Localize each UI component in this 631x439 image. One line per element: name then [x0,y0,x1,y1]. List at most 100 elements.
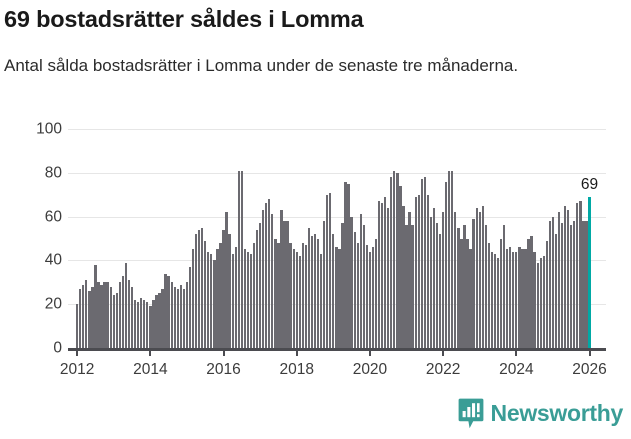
bar [536,262,539,348]
newsworthy-wordmark: Newsworthy [490,400,624,426]
bar [167,275,170,348]
x-axis-tick [222,348,225,356]
bar [310,236,314,348]
bar [313,234,317,348]
bar [271,214,274,348]
bar [185,282,189,348]
bar [112,295,115,348]
bar [374,238,378,348]
bar [143,299,146,348]
y-axis-tick-label: 80 [44,164,62,182]
bar [164,273,167,348]
bar [118,282,121,348]
bar [338,249,341,348]
bar [133,299,137,348]
bar [231,253,234,348]
bar [274,238,277,348]
bar [484,225,487,348]
x-axis-tick-label: 2022 [425,361,461,378]
bar [560,223,564,348]
bar-highlighted [588,196,591,348]
bar [518,247,521,348]
bar [173,286,176,348]
y-axis-tick-label: 0 [53,339,62,357]
bar [127,280,131,348]
bar [121,275,125,348]
bar [466,238,469,348]
bar [152,299,155,348]
bar [499,238,503,348]
bar [158,293,161,348]
bar [347,183,350,348]
x-axis-tick-label: 2014 [133,361,168,378]
bar [280,210,283,348]
bar-chart: 0 20 40 60 80 100 69 2012 2014 2016 2018 2020 2022 2… [0,118,631,378]
bar [460,238,463,348]
bar [207,251,210,348]
bar [265,203,268,348]
bar [341,223,344,348]
bar [390,177,393,348]
bar [576,203,579,348]
bar [219,242,222,348]
bar [411,225,414,348]
bar [539,258,542,348]
x-axis-tick [76,348,79,356]
x-axis-tick-label: 2018 [279,361,314,378]
bar [243,249,247,348]
bar [176,288,179,348]
bar [384,196,387,348]
x-axis-tick [149,348,152,356]
bar [252,242,256,348]
gridline [68,216,606,218]
bar [82,284,85,348]
bar [201,227,204,348]
y-axis-tick-label: 60 [44,207,62,225]
bar [502,225,506,348]
bar [140,297,143,348]
bar [210,253,213,348]
bar [362,225,365,348]
bar [445,181,448,348]
bar [283,220,286,348]
bar [136,302,140,348]
bar [124,262,128,348]
bar [496,258,500,348]
bar [408,212,411,348]
bar [463,225,466,348]
x-axis-tick-label: 2024 [499,361,534,378]
bar [371,247,375,348]
bar [307,227,311,348]
bar [335,247,338,348]
bar [298,256,301,348]
bar [182,288,186,348]
newsworthy-bar-chart-bubble-icon [458,398,483,429]
bar [316,238,320,348]
bar [414,196,417,348]
bar [377,201,381,348]
bar [258,223,262,348]
bar [551,216,555,348]
bar [228,234,231,348]
bar [487,242,491,348]
bar [493,253,497,348]
bar [268,199,271,348]
bar [179,284,182,348]
bar [417,194,420,348]
bar [301,242,304,348]
bar [451,170,454,348]
bar [515,251,518,348]
bar [332,234,335,348]
bar [197,229,201,348]
bar [554,234,558,348]
bar [475,207,478,348]
bar [155,295,158,348]
bar [237,170,240,348]
bar [438,234,442,348]
bar [567,210,570,348]
bar [426,194,430,348]
bar [548,220,552,348]
x-axis-tick-label: 2016 [206,361,241,378]
bar [222,229,225,348]
